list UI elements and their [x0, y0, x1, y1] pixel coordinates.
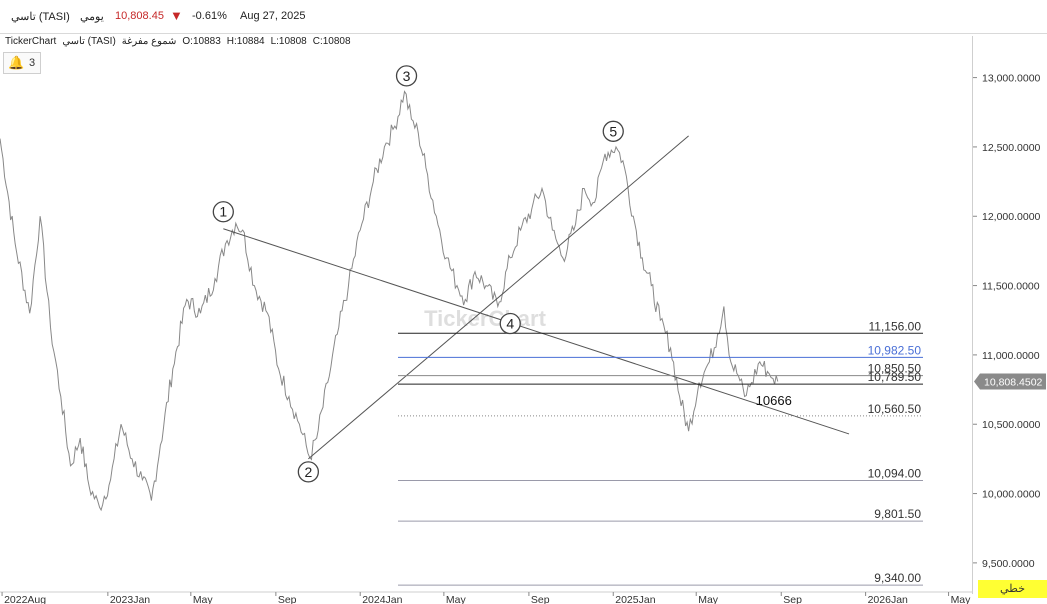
y-tick-label-1: 10,000.0000: [982, 489, 1041, 501]
price-axis-divider: [972, 36, 973, 594]
y-tick-label-7: 13,000.0000: [982, 73, 1041, 85]
x-tick-label-6: Sep: [531, 594, 550, 604]
x-tick-label-11: May: [951, 594, 972, 604]
x-tick-label-8: May: [698, 594, 719, 604]
level-label-7: 9,801.50: [874, 507, 921, 521]
wave-marker-1: [212, 201, 234, 223]
y-tick-label-6: 12,500.0000: [982, 142, 1041, 154]
low-value: L:10808: [270, 36, 307, 47]
change-percent: -0.61%: [192, 10, 227, 22]
x-tick-label-9: Sep: [783, 594, 802, 604]
last-price: 10,808.45: [115, 10, 164, 22]
alerts-button[interactable]: 🔔 3: [3, 52, 41, 74]
trendline-2: [308, 135, 689, 460]
level-label-6: 10,094.00: [868, 467, 922, 481]
price-note: 10666: [756, 393, 792, 408]
trendline-1: [223, 228, 850, 435]
header-bar: تاسي (TASI) يومي 10,808.45 ▼ -0.61% Aug …: [0, 0, 1047, 34]
symbol-label[interactable]: تاسي (TASI): [11, 11, 70, 23]
level-label-2: 10,982.50: [868, 343, 922, 357]
last-price-tag: [974, 373, 1046, 390]
chart-info-line: TickerChart تاسي (TASI) شموع مفرغة O:10883 H…: [5, 36, 357, 47]
date-label: Aug 27, 2025: [240, 10, 306, 22]
wave-marker-2: [297, 461, 320, 483]
source-label: TickerChart: [5, 36, 57, 47]
triangle-down-icon: ▼: [170, 8, 183, 23]
y-tick-label-5: 12,000.0000: [982, 211, 1041, 223]
x-tick-label-1: 2023Jan: [110, 594, 150, 604]
level-label-8: 9,340.00: [874, 571, 921, 585]
open-value: O:10883: [182, 36, 221, 47]
high-value: H:10884: [226, 36, 265, 47]
wave-marker-4: [499, 312, 521, 335]
wave-label-4: 4: [506, 316, 514, 332]
y-tick-label-0: 9,500.0000: [982, 558, 1035, 570]
x-tick-label-4: 2024Jan: [362, 594, 402, 604]
y-tick-label-4: 11,500.0000: [982, 281, 1040, 293]
wave-marker-5: [602, 120, 624, 142]
level-label-5: 10,560.50: [868, 402, 922, 416]
chart-type-label: شموع مفرغة: [121, 36, 177, 47]
x-tick-label-10: 2026Jan: [868, 594, 908, 604]
wave-label-1: 1: [219, 204, 227, 220]
level-label-3: 10,850.50: [868, 362, 922, 376]
alerts-count: 3: [29, 57, 36, 69]
bell-icon: 🔔: [8, 55, 25, 70]
level-label-4: 10,789.50: [868, 370, 922, 384]
watermark-text: TickerChart: [424, 306, 547, 331]
x-tick-label-7: 2025Jan: [615, 594, 655, 604]
x-tick-label-5: May: [446, 594, 467, 604]
y-tick-label-2: 10,500.0000: [982, 419, 1041, 431]
instrument-name: تاسي (TASI): [62, 36, 116, 47]
wave-label-2: 2: [304, 464, 312, 480]
wave-marker-3: [395, 65, 418, 87]
x-tick-label-2: May: [193, 594, 214, 604]
x-tick-label-3: Sep: [278, 594, 297, 604]
last-price-tag-label: 10,808.4502: [984, 376, 1043, 388]
close-value: C:10808: [312, 36, 351, 47]
price-series-line: [0, 90, 779, 512]
x-tick-label-0: 2022Aug: [4, 594, 46, 604]
y-tick-label-3: 11,000.0000: [982, 350, 1040, 362]
linear-scale-button[interactable]: خطي: [978, 580, 1047, 598]
level-label-1: 11,156.00: [869, 319, 922, 333]
wave-label-3: 3: [403, 68, 411, 84]
period-label[interactable]: يومي: [80, 11, 104, 23]
wave-label-5: 5: [609, 123, 617, 139]
